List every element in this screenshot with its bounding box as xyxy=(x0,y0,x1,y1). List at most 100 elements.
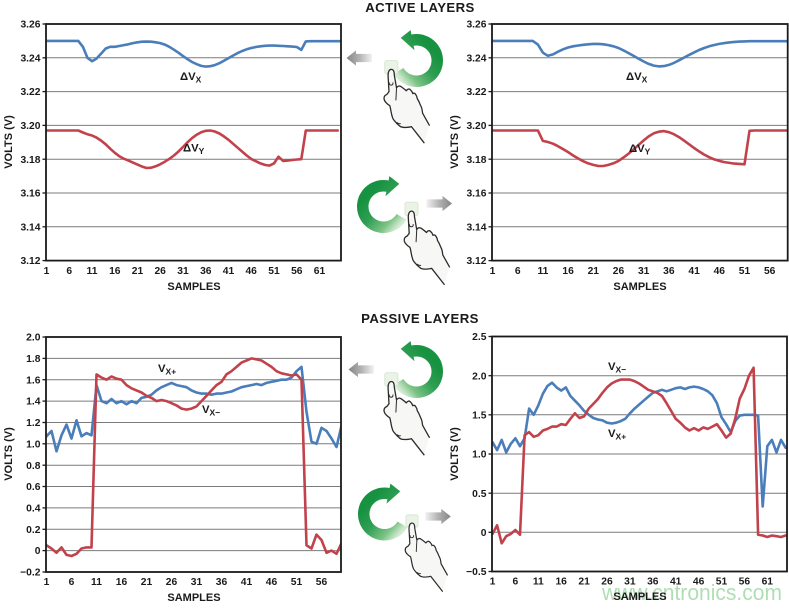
svg-text:41: 41 xyxy=(670,577,682,588)
svg-text:SAMPLES: SAMPLES xyxy=(167,281,220,293)
svg-text:36: 36 xyxy=(663,266,675,277)
svg-text:VOLTS (V): VOLTS (V) xyxy=(3,115,15,169)
svg-text:3.18: 3.18 xyxy=(20,155,40,166)
svg-text:11: 11 xyxy=(537,266,548,277)
svg-text:6: 6 xyxy=(513,577,519,588)
svg-text:2.0: 2.0 xyxy=(26,333,41,344)
svg-text:ACTIVE LAYERS: ACTIVE LAYERS xyxy=(365,0,475,15)
svg-text:56: 56 xyxy=(739,577,751,588)
svg-text:46: 46 xyxy=(266,577,278,588)
svg-text:21: 21 xyxy=(132,266,144,277)
svg-text:56: 56 xyxy=(316,577,328,588)
svg-text:51: 51 xyxy=(291,577,303,588)
svg-text:31: 31 xyxy=(191,577,203,588)
svg-text:3.12: 3.12 xyxy=(466,256,486,267)
svg-text:0.8: 0.8 xyxy=(26,461,41,472)
svg-text:ΔVX: ΔVX xyxy=(180,71,202,85)
svg-text:56: 56 xyxy=(764,266,776,277)
svg-text:21: 21 xyxy=(578,577,590,588)
svg-text:VX+: VX+ xyxy=(158,363,176,377)
svg-text:0: 0 xyxy=(481,528,487,539)
svg-text:26: 26 xyxy=(166,577,178,588)
svg-text:−0.5: −0.5 xyxy=(466,567,487,578)
svg-text:0.4: 0.4 xyxy=(26,504,41,515)
svg-text:36: 36 xyxy=(216,577,228,588)
svg-text:3.24: 3.24 xyxy=(466,53,486,64)
svg-text:36: 36 xyxy=(647,577,659,588)
svg-text:2.0: 2.0 xyxy=(472,371,487,382)
svg-text:3.18: 3.18 xyxy=(466,155,486,166)
svg-text:3.20: 3.20 xyxy=(20,121,40,132)
svg-text:31: 31 xyxy=(624,577,636,588)
svg-text:ΔVY: ΔVY xyxy=(629,143,651,157)
svg-text:0.6: 0.6 xyxy=(26,482,41,493)
svg-text:3.12: 3.12 xyxy=(20,256,40,267)
svg-text:51: 51 xyxy=(739,266,751,277)
svg-text:3.14: 3.14 xyxy=(466,222,486,233)
svg-text:16: 16 xyxy=(555,577,567,588)
svg-text:51: 51 xyxy=(268,266,280,277)
svg-text:46: 46 xyxy=(245,266,257,277)
svg-text:3.24: 3.24 xyxy=(20,53,40,64)
svg-text:1.4: 1.4 xyxy=(26,397,41,408)
svg-text:3.26: 3.26 xyxy=(20,20,40,31)
svg-text:ΔVY: ΔVY xyxy=(183,143,205,157)
svg-text:www.cntronics.com: www.cntronics.com xyxy=(601,580,782,605)
svg-text:46: 46 xyxy=(714,266,726,277)
svg-text:6: 6 xyxy=(69,577,75,588)
svg-text:3.16: 3.16 xyxy=(20,189,40,200)
svg-text:VX+: VX+ xyxy=(608,428,626,442)
svg-text:VX−: VX− xyxy=(608,361,626,375)
svg-text:0.5: 0.5 xyxy=(472,489,487,500)
svg-text:1.8: 1.8 xyxy=(26,354,41,365)
svg-text:26: 26 xyxy=(601,577,613,588)
svg-text:26: 26 xyxy=(154,266,166,277)
svg-text:1.0: 1.0 xyxy=(26,439,41,450)
svg-text:VOLTS (V): VOLTS (V) xyxy=(449,427,461,481)
svg-text:3.22: 3.22 xyxy=(20,87,40,98)
svg-text:3.14: 3.14 xyxy=(20,222,40,233)
svg-text:6: 6 xyxy=(515,266,521,277)
svg-text:0: 0 xyxy=(35,546,41,557)
svg-text:1: 1 xyxy=(44,266,50,277)
svg-text:16: 16 xyxy=(116,577,128,588)
svg-text:16: 16 xyxy=(109,266,121,277)
svg-text:0.2: 0.2 xyxy=(26,525,41,536)
svg-text:46: 46 xyxy=(693,577,705,588)
svg-text:VOLTS (V): VOLTS (V) xyxy=(3,427,15,481)
svg-text:41: 41 xyxy=(688,266,700,277)
svg-text:3.20: 3.20 xyxy=(466,121,486,132)
svg-text:41: 41 xyxy=(223,266,235,277)
svg-text:3.22: 3.22 xyxy=(466,87,486,98)
svg-text:3.16: 3.16 xyxy=(466,189,486,200)
svg-text:11: 11 xyxy=(91,577,102,588)
svg-text:21: 21 xyxy=(141,577,153,588)
svg-text:36: 36 xyxy=(200,266,212,277)
svg-text:51: 51 xyxy=(716,577,728,588)
svg-text:2.5: 2.5 xyxy=(472,332,487,343)
svg-text:VOLTS (V): VOLTS (V) xyxy=(449,115,461,169)
svg-text:31: 31 xyxy=(638,266,650,277)
svg-text:1: 1 xyxy=(490,266,496,277)
svg-text:1.2: 1.2 xyxy=(26,418,41,429)
svg-text:1.6: 1.6 xyxy=(26,375,41,386)
svg-text:−0.2: −0.2 xyxy=(20,568,41,579)
svg-text:41: 41 xyxy=(241,577,253,588)
svg-text:SAMPLES: SAMPLES xyxy=(613,281,666,293)
svg-text:1.0: 1.0 xyxy=(472,450,487,461)
svg-text:3.26: 3.26 xyxy=(466,20,486,31)
svg-text:61: 61 xyxy=(314,266,326,277)
svg-text:56: 56 xyxy=(291,266,303,277)
svg-text:31: 31 xyxy=(177,266,189,277)
svg-text:ΔVX: ΔVX xyxy=(626,71,648,85)
svg-text:61: 61 xyxy=(762,577,774,588)
svg-text:6: 6 xyxy=(66,266,72,277)
svg-text:VX−: VX− xyxy=(202,404,220,418)
svg-text:26: 26 xyxy=(613,266,625,277)
svg-text:11: 11 xyxy=(87,266,98,277)
svg-text:SAMPLES: SAMPLES xyxy=(613,591,666,603)
svg-text:11: 11 xyxy=(533,577,544,588)
svg-text:SAMPLES: SAMPLES xyxy=(167,592,220,604)
svg-text:21: 21 xyxy=(588,266,600,277)
svg-text:16: 16 xyxy=(562,266,574,277)
